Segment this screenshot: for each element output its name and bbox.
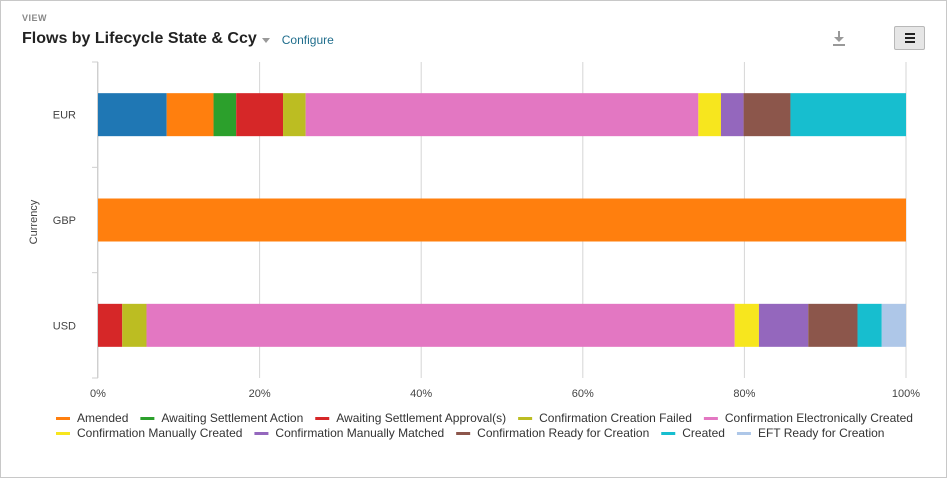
- chart-menu-button[interactable]: [894, 26, 925, 50]
- legend-item-label[interactable]: Confirmation Electronically Created: [725, 411, 913, 425]
- legend-swatch: [56, 432, 70, 435]
- legend-swatch: [140, 417, 155, 420]
- bar-segment[interactable]: [98, 303, 123, 347]
- bars-layer: [98, 93, 906, 347]
- x-tick-label: 80%: [733, 388, 755, 400]
- legend-item-label[interactable]: Created: [682, 426, 725, 440]
- legend-swatch: [518, 417, 533, 420]
- bar-segment[interactable]: [236, 93, 284, 137]
- axis-layer: 0% 20% 40% 60% 80% 100% EUR GBP USD: [53, 61, 920, 400]
- x-tick-label: 0%: [90, 388, 106, 400]
- legend-swatch: [254, 432, 269, 435]
- bar-segment[interactable]: [743, 93, 791, 137]
- bar-segment[interactable]: [790, 93, 906, 137]
- bar-segment[interactable]: [857, 303, 882, 347]
- hamburger-menu-icon: [905, 33, 915, 45]
- bar-segment[interactable]: [98, 93, 167, 137]
- bar-segment[interactable]: [758, 303, 809, 347]
- bar-segment[interactable]: [283, 93, 306, 137]
- legend-item-label[interactable]: Confirmation Creation Failed: [539, 411, 692, 425]
- download-button[interactable]: [827, 27, 851, 51]
- legend-item-label[interactable]: Amended: [77, 411, 128, 425]
- legend-item-label[interactable]: Confirmation Manually Matched: [275, 426, 444, 440]
- legend-swatch: [736, 432, 751, 435]
- legend-item-label[interactable]: Awaiting Settlement Approval(s): [336, 411, 506, 425]
- y-tick-label: GBP: [53, 215, 76, 227]
- y-tick-label: USD: [53, 320, 76, 332]
- download-icon: [833, 31, 845, 46]
- bar-segment[interactable]: [881, 303, 906, 347]
- legend-item-label[interactable]: Confirmation Ready for Creation: [477, 426, 649, 440]
- y-axis-title: Currency: [28, 199, 40, 244]
- legend-swatch: [703, 417, 718, 420]
- bar-segment[interactable]: [305, 93, 699, 137]
- x-tick-label: 20%: [249, 388, 271, 400]
- legend-item-label[interactable]: Confirmation Manually Created: [77, 426, 242, 440]
- legend-swatch: [661, 432, 676, 435]
- chart-title[interactable]: Flows by Lifecycle State & Ccy: [22, 30, 257, 47]
- bar-segment[interactable]: [734, 303, 759, 347]
- title-row: Flows by Lifecycle State & Ccy Configure: [22, 30, 334, 48]
- bar-segment[interactable]: [98, 198, 906, 242]
- bar-segment[interactable]: [122, 303, 147, 347]
- legend-swatch: [56, 417, 70, 420]
- x-tick-label: 40%: [410, 388, 432, 400]
- bar-segment[interactable]: [698, 93, 721, 137]
- configure-link[interactable]: Configure: [281, 33, 334, 47]
- x-tick-label: 100%: [892, 388, 920, 400]
- legend-swatch: [315, 417, 330, 420]
- chevron-down-icon[interactable]: [261, 37, 270, 43]
- legend: Amended Awaiting Settlement Action Awaitin…: [56, 411, 913, 440]
- view-label: VIEW: [22, 13, 48, 23]
- bar-segment[interactable]: [146, 303, 735, 347]
- y-tick-label: EUR: [53, 110, 76, 122]
- legend-swatch: [456, 432, 471, 435]
- legend-item-label[interactable]: EFT Ready for Creation: [758, 426, 885, 440]
- bar-segment[interactable]: [166, 93, 214, 137]
- bar-segment[interactable]: [213, 93, 237, 137]
- bar-segment[interactable]: [720, 93, 744, 137]
- bar-segment[interactable]: [808, 303, 858, 347]
- x-tick-label: 60%: [572, 388, 594, 400]
- legend-item-label[interactable]: Awaiting Settlement Action: [161, 411, 303, 425]
